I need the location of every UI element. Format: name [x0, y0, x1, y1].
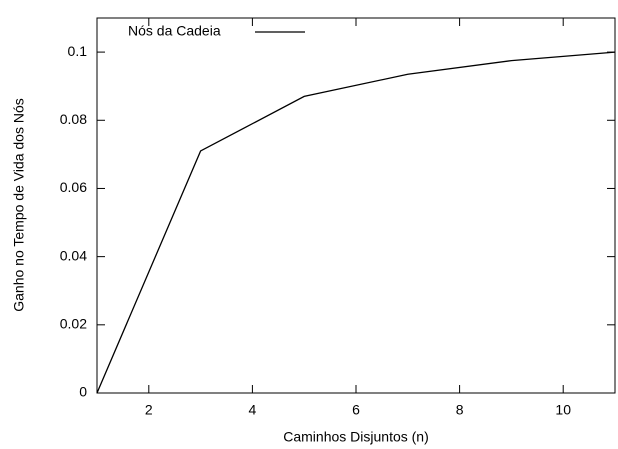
legend-label: Nós da Cadeia	[128, 23, 221, 39]
y-tick-label: 0	[79, 384, 87, 400]
x-tick-label: 2	[145, 402, 153, 418]
x-tick-label: 6	[352, 402, 360, 418]
y-tick-label: 0.06	[60, 179, 87, 195]
y-tick-label: 0.1	[68, 43, 88, 59]
x-tick-label: 10	[555, 402, 571, 418]
x-tick-label: 8	[456, 402, 464, 418]
x-tick-label: 4	[249, 402, 257, 418]
y-tick-label: 0.04	[60, 247, 87, 263]
y-tick-label: 0.08	[60, 111, 87, 127]
plot-frame	[96, 17, 616, 394]
y-tick-label: 0.02	[60, 316, 87, 332]
y-axis-label: Ganho no Tempo de Vida dos Nós	[11, 98, 27, 312]
data-line	[96, 51, 616, 394]
x-axis-label: Caminhos Disjuntos (n)	[283, 429, 429, 445]
